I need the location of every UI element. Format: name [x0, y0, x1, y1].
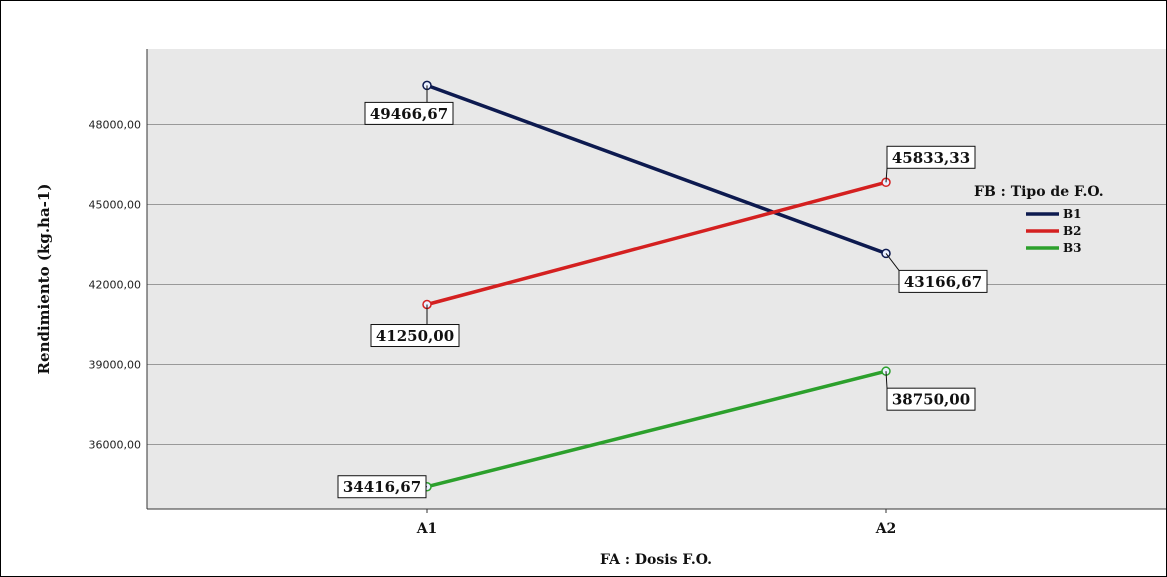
- legend-item-b2: B2: [1063, 224, 1082, 238]
- data-label-box-b3-a2: [886, 387, 976, 411]
- y-tick-39000: 39000,00: [89, 359, 142, 372]
- series-line-b2: [426, 180, 887, 307]
- data-label-box-b2-a1: [370, 324, 460, 348]
- x-category-labels: A1 A2: [416, 509, 897, 537]
- data-label-b2-a2: 45833,33: [892, 149, 970, 167]
- data-label-box-b1-a1: [364, 101, 454, 125]
- gridlines: [147, 124, 1166, 446]
- x-category-a1: A1: [416, 521, 438, 537]
- data-label-b1-a1: 49466,67: [370, 105, 448, 123]
- data-label-b1-a2: 43166,67: [904, 273, 982, 291]
- data-label-b3-a2: 38750,00: [892, 391, 970, 409]
- x-axis-label: FA : Dosis F.O.: [600, 552, 712, 568]
- series-line-b1: [426, 83, 887, 256]
- data-label-b2-a1: 41250,00: [376, 327, 454, 345]
- data-label-box-b2-a2: [886, 145, 976, 169]
- y-tick-labels: 36000,00 39000,00 42000,00 45000,00 48000,00: [89, 119, 142, 452]
- y-axis-label: Rendimiento (kg.ha-1): [35, 184, 53, 375]
- data-labels: 49466,67 43166,67 41250,00 45833,33 34416,67…: [337, 85, 988, 499]
- y-tick-45000: 45000,00: [89, 199, 142, 212]
- x-category-a2: A2: [875, 521, 897, 537]
- y-tick-48000: 48000,00: [89, 119, 142, 132]
- plot-area: [147, 49, 1166, 509]
- axes: [146, 49, 1166, 510]
- legend-title: FB : Tipo de F.O.: [974, 184, 1104, 200]
- series-lines: [422, 80, 891, 492]
- data-label-b3-a1: 34416,67: [343, 478, 421, 496]
- data-label-box-b3-a1: [337, 475, 427, 499]
- data-label-leader-b3-a2: [885, 371, 888, 389]
- y-tick-36000: 36000,00: [89, 439, 142, 452]
- series-line-b3: [426, 369, 887, 489]
- legend-item-b3: B3: [1063, 241, 1082, 255]
- y-tick-42000: 42000,00: [89, 279, 142, 292]
- legend: FB : Tipo de F.O. B1 B2 B3: [974, 184, 1104, 255]
- data-label-box-b1-a2: [898, 269, 988, 293]
- data-label-leader-b1-a2: [885, 253, 900, 271]
- legend-item-b1: B1: [1063, 207, 1082, 221]
- data-label-leader-b2-a2: [885, 168, 888, 183]
